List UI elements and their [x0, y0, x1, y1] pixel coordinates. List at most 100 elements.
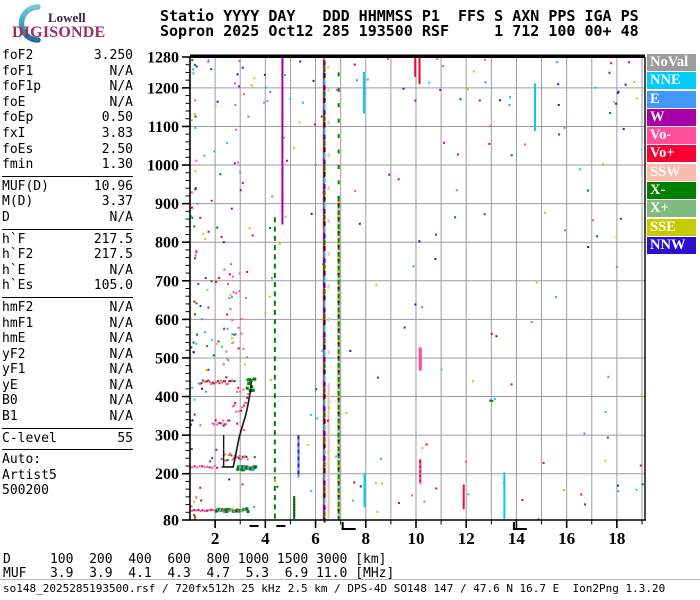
muf-row: MUF 3.9 3.9 4.1 4.3 4.7 5.3 6.9 11.0 [MH… [3, 565, 395, 581]
distance-row: D 100 200 400 600 800 1000 1500 3000 [km… [3, 552, 387, 567]
header-field-names: Statio YYYY DAY DDD HHMMSS P1 FFS S AXN … [160, 7, 639, 25]
param-row: foEs 2.50 [2, 142, 133, 158]
parameter-panel: foF2 3.250 foF1 N/A foF1p N/A foE N/A foEp 0.50 fx… [2, 48, 133, 499]
param-value: N/A [109, 63, 133, 79]
svg-text:14: 14 [508, 529, 526, 548]
svg-text:300: 300 [155, 428, 179, 445]
svg-text:1280: 1280 [147, 50, 179, 67]
param-value: 3.37 [101, 194, 133, 210]
param-value: N/A [109, 94, 133, 110]
param-value: 0.50 [101, 110, 133, 126]
param-row: yE N/A [2, 378, 133, 394]
param-value: N/A [109, 409, 133, 425]
param-value: 10.96 [93, 178, 133, 194]
legend-item-sse: SSE [647, 218, 696, 236]
param-label: hmF1 [2, 315, 34, 331]
brand-lowell: Lowell [48, 10, 86, 25]
svg-text:1000: 1000 [147, 158, 179, 175]
param-row: h`F 217.5 [2, 232, 133, 248]
param-value: N/A [109, 346, 133, 362]
plot-gridlines [190, 57, 645, 520]
param-row: foF1 N/A [2, 64, 133, 80]
param-label: fmin [2, 157, 34, 173]
param-row: foE N/A [2, 95, 133, 111]
param-label: fxI [2, 125, 26, 141]
param-row: h`E N/A [2, 263, 133, 279]
echo-data-layer [189, 54, 644, 523]
param-row: fmin 1.30 [2, 157, 133, 173]
param-value: N/A [109, 362, 133, 378]
brand-digisonde: DIGISONDE [12, 24, 106, 41]
panel-divider [2, 228, 133, 230]
svg-text:10: 10 [407, 529, 424, 548]
param-row: Auto: [2, 452, 133, 468]
legend-item-e: E [647, 90, 696, 108]
param-row: hmE N/A [2, 331, 133, 347]
panel-divider [2, 296, 133, 298]
param-value: 3.83 [101, 125, 133, 141]
svg-text:16: 16 [558, 529, 575, 548]
legend-item-x: X+ [647, 200, 696, 218]
param-value: 2.50 [101, 141, 133, 157]
param-label: h`E [2, 262, 26, 278]
echo-direction-legend: NoVal NNE E W Vo- Vo+ SSW X- X+ SSE NNW [647, 54, 696, 255]
svg-text:500: 500 [155, 350, 179, 367]
param-value: N/A [109, 299, 133, 315]
legend-item-nne: NNE [647, 72, 696, 90]
param-value: N/A [109, 377, 133, 393]
param-label: yF1 [2, 362, 26, 378]
param-value: 3.250 [93, 48, 133, 63]
svg-text:12: 12 [458, 529, 475, 548]
param-row: h`F2 217.5 [2, 247, 133, 263]
param-row: foF2 3.250 [2, 48, 133, 64]
param-label: Auto: [2, 452, 42, 468]
param-label: hmF2 [2, 299, 34, 315]
param-label: D [2, 209, 10, 225]
param-label: B0 [2, 393, 18, 409]
svg-text:400: 400 [155, 389, 179, 406]
svg-text:18: 18 [608, 529, 625, 548]
param-value: 1.30 [101, 157, 133, 173]
param-value: N/A [109, 209, 133, 225]
legend-item-w: W [647, 108, 696, 126]
param-row: hmF1 N/A [2, 316, 133, 332]
param-label: C-level [2, 430, 57, 446]
svg-text:700: 700 [155, 273, 179, 290]
param-label: hmE [2, 331, 26, 347]
svg-text:800: 800 [155, 235, 179, 252]
param-row: foF1p N/A [2, 79, 133, 95]
svg-text:1100: 1100 [148, 119, 179, 136]
param-row: yF2 N/A [2, 347, 133, 363]
legend-item-vo: Vo- [647, 127, 696, 145]
param-value: N/A [109, 79, 133, 95]
digisonde-arc-icon [18, 4, 41, 43]
svg-text:1200: 1200 [147, 80, 179, 97]
param-label: B1 [2, 409, 18, 425]
param-label: foE [2, 94, 26, 110]
legend-item-noval: NoVal [647, 54, 696, 71]
param-row: yF1 N/A [2, 362, 133, 378]
param-label: foF2 [2, 48, 34, 63]
svg-text:200: 200 [155, 466, 179, 483]
status-bar: so148_2025285193500.rsf / 720fx512h 25 k… [0, 579, 700, 600]
svg-text:80: 80 [163, 513, 179, 530]
panel-divider [2, 449, 133, 451]
param-label: yF2 [2, 346, 26, 362]
param-label: h`Es [2, 278, 34, 294]
param-row: B1 N/A [2, 409, 133, 425]
param-label: Artist5 [2, 467, 57, 483]
param-label: foEp [2, 110, 34, 126]
param-value: 105.0 [93, 278, 133, 294]
legend-item-ssw: SSW [647, 163, 696, 181]
param-row: C-level 55 [2, 431, 133, 447]
param-row: fxI 3.83 [2, 126, 133, 142]
param-row: D N/A [2, 210, 133, 226]
svg-text:2: 2 [211, 529, 220, 548]
param-label: h`F2 [2, 247, 34, 263]
plot-axes: 1280120011001000900800700600500400300200… [147, 50, 646, 548]
panel-divider [2, 427, 133, 429]
param-value: N/A [109, 262, 133, 278]
param-value: N/A [109, 315, 133, 331]
auto-scaled-F-trace [221, 381, 253, 468]
